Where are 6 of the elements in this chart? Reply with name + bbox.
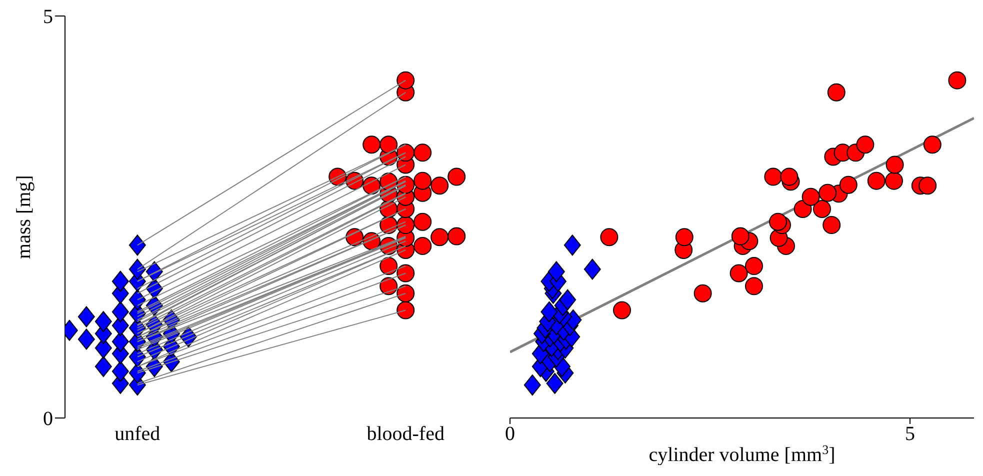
x-tick-label: 0	[505, 423, 515, 446]
x-tick-label: blood-fed	[366, 423, 444, 446]
x-tick-label: unfed	[114, 423, 160, 446]
y-axis-title: mass [mg]	[13, 175, 35, 259]
x-axis-title: cylinder volume [mm$^{3}$]	[648, 442, 836, 466]
x-tick-label: 5	[905, 423, 915, 446]
